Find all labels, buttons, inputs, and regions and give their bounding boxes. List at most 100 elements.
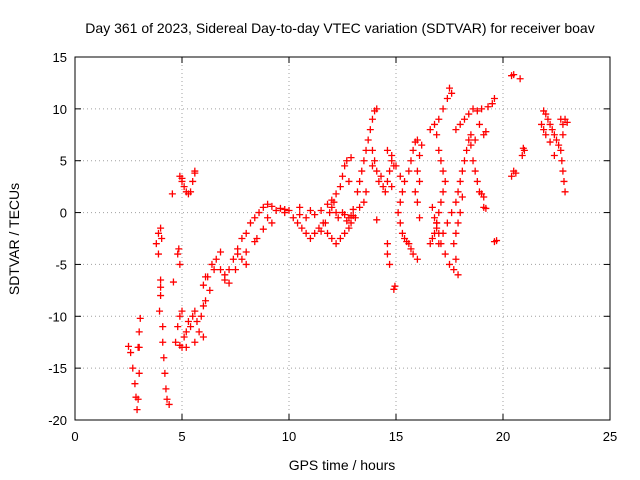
data-point <box>437 198 445 206</box>
data-point <box>127 349 135 357</box>
data-point <box>557 146 565 154</box>
data-point <box>154 250 162 258</box>
data-point <box>443 219 451 227</box>
series-track-16 <box>428 193 466 279</box>
data-point <box>187 323 195 331</box>
data-point <box>199 281 207 289</box>
data-point <box>264 200 272 208</box>
data-point <box>405 167 413 175</box>
data-point <box>431 120 439 128</box>
data-point <box>206 286 214 294</box>
data-point <box>156 307 164 315</box>
data-point <box>456 209 464 217</box>
data-point <box>159 323 167 331</box>
data-point <box>428 203 436 211</box>
data-point <box>398 229 406 237</box>
data-point <box>176 312 184 320</box>
data-point <box>446 260 453 268</box>
data-point <box>411 188 419 196</box>
data-point <box>341 229 349 237</box>
data-point <box>435 146 443 154</box>
y-tick-label: -20 <box>48 413 67 428</box>
series-track-5 <box>199 248 250 294</box>
data-point <box>134 395 142 403</box>
data-point <box>343 157 351 165</box>
data-point <box>396 219 404 227</box>
x-tick-label: 20 <box>496 429 510 444</box>
series-track-20 <box>538 107 571 196</box>
data-point <box>178 174 186 182</box>
data-point <box>339 172 346 180</box>
data-point <box>416 177 424 185</box>
data-point <box>180 333 188 341</box>
data-point <box>381 188 389 196</box>
data-point <box>560 177 568 185</box>
data-point <box>490 94 498 102</box>
data-point <box>465 110 473 118</box>
data-point <box>516 75 524 83</box>
data-point <box>416 152 424 160</box>
series-track-8 <box>296 154 357 222</box>
data-point <box>518 152 526 160</box>
data-point <box>225 266 233 274</box>
plot-frame <box>74 56 611 421</box>
data-point <box>330 198 338 206</box>
data-point <box>471 167 479 175</box>
data-point <box>488 100 496 108</box>
data-point <box>169 278 177 286</box>
data-point <box>217 266 225 274</box>
data-point <box>386 167 394 175</box>
data-point <box>163 395 171 403</box>
data-point <box>174 250 182 258</box>
data-point <box>328 235 336 242</box>
data-point <box>296 211 304 219</box>
data-point <box>326 209 334 217</box>
data-point <box>469 105 477 113</box>
y-axis-label: SDTVAR / TECUs <box>6 183 22 295</box>
data-point <box>467 141 475 149</box>
data-point <box>306 206 314 214</box>
data-point <box>238 235 246 242</box>
data-point <box>255 209 263 217</box>
data-point <box>450 266 458 274</box>
data-point <box>251 238 259 246</box>
data-point <box>362 146 370 154</box>
series-track-14 <box>426 84 456 227</box>
series-track-9 <box>317 198 355 235</box>
axis-ticks: 0 5 10 15 20 25 -20 -15 -10 -5 0 5 10 15 <box>48 50 617 444</box>
data-point <box>368 162 376 170</box>
data-point <box>512 169 520 177</box>
data-point <box>321 219 329 227</box>
data-point <box>302 214 310 222</box>
data-point <box>383 240 391 248</box>
data-point <box>238 255 246 263</box>
x-tick-label: 0 <box>71 429 78 444</box>
data-point <box>398 188 406 196</box>
data-point <box>546 138 554 146</box>
data-point <box>311 211 319 219</box>
data-point <box>225 279 233 287</box>
data-point <box>208 260 216 268</box>
data-point <box>456 177 464 185</box>
data-point <box>187 188 195 196</box>
series-track-4 <box>176 167 199 198</box>
data-point <box>345 224 353 232</box>
data-point <box>439 167 447 175</box>
data-point <box>407 245 415 253</box>
data-point <box>454 219 462 227</box>
data-point <box>281 205 289 213</box>
data-point <box>180 183 188 191</box>
data-point <box>550 152 558 160</box>
data-point <box>413 198 421 206</box>
data-point <box>413 255 421 263</box>
data-point <box>189 312 197 320</box>
data-point <box>475 120 483 128</box>
x-tick-label: 25 <box>603 429 617 444</box>
data-point <box>416 214 424 222</box>
y-tick-label: -5 <box>55 257 67 272</box>
data-point <box>212 255 220 263</box>
data-point <box>439 188 447 196</box>
data-point <box>431 214 439 222</box>
data-point <box>349 205 357 213</box>
